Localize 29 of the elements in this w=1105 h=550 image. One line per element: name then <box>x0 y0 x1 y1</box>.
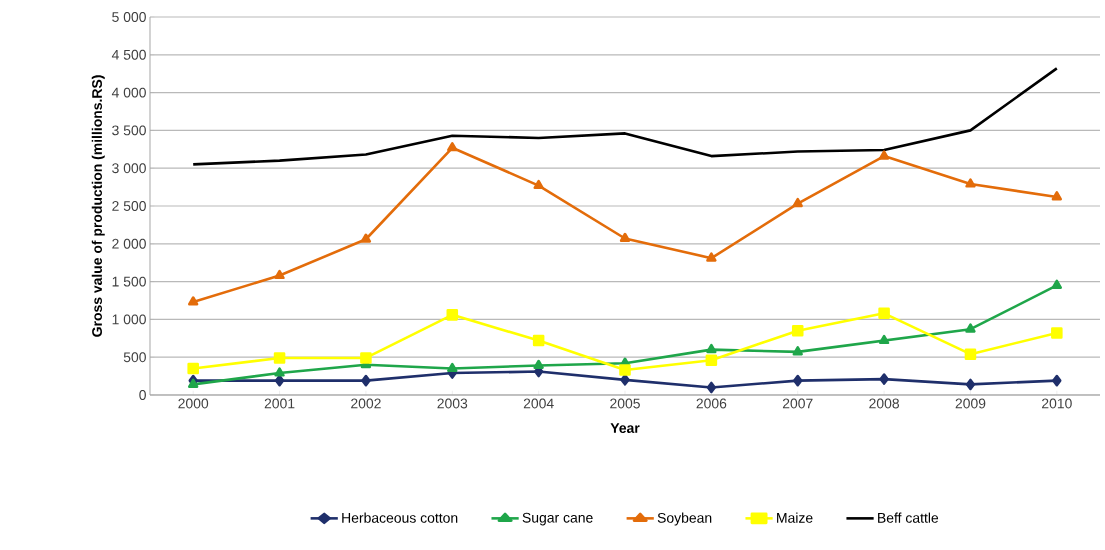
y-tick-label: 5 000 <box>112 12 146 22</box>
y-tick-label: 3 000 <box>112 163 146 174</box>
x-tick-label: 2001 <box>264 398 295 409</box>
x-tick-label: 2006 <box>696 398 727 409</box>
legend-label: Maize <box>777 512 813 523</box>
y-axis-title: Gross value of production (millions.RS) <box>91 75 105 337</box>
x-tick-label: 2004 <box>523 398 554 409</box>
x-tick-label: 2005 <box>610 398 640 409</box>
x-tick-label: 2000 <box>178 398 209 409</box>
y-tick-label: 1 500 <box>112 276 146 287</box>
x-tick-label: 2003 <box>437 398 468 409</box>
legend-label: Sugar cane <box>522 512 593 526</box>
x-tick-label: 2007 <box>782 398 813 409</box>
y-tick-label: 500 <box>123 352 146 363</box>
x-tick-label: 2008 <box>869 398 900 409</box>
legend-label: Beff cattle <box>878 512 939 523</box>
legend-label: Soybean <box>657 512 712 526</box>
y-tick-label: 3 500 <box>112 125 146 136</box>
x-axis-title: Year <box>610 423 640 433</box>
y-tick-label: 4 000 <box>111 87 146 98</box>
x-tick-label: 2002 <box>351 398 381 409</box>
x-tick-label: 2009 <box>955 398 986 409</box>
y-tick-label: 2 500 <box>112 201 146 211</box>
y-tick-label: 2 000 <box>112 238 146 249</box>
y-tick-label: 0 <box>139 390 146 400</box>
y-tick-label: 4 500 <box>111 49 146 60</box>
x-tick-label: 2010 <box>1042 398 1072 409</box>
legend-label: Herbaceous cotton <box>342 512 458 523</box>
y-tick-label: 1 000 <box>112 314 146 325</box>
